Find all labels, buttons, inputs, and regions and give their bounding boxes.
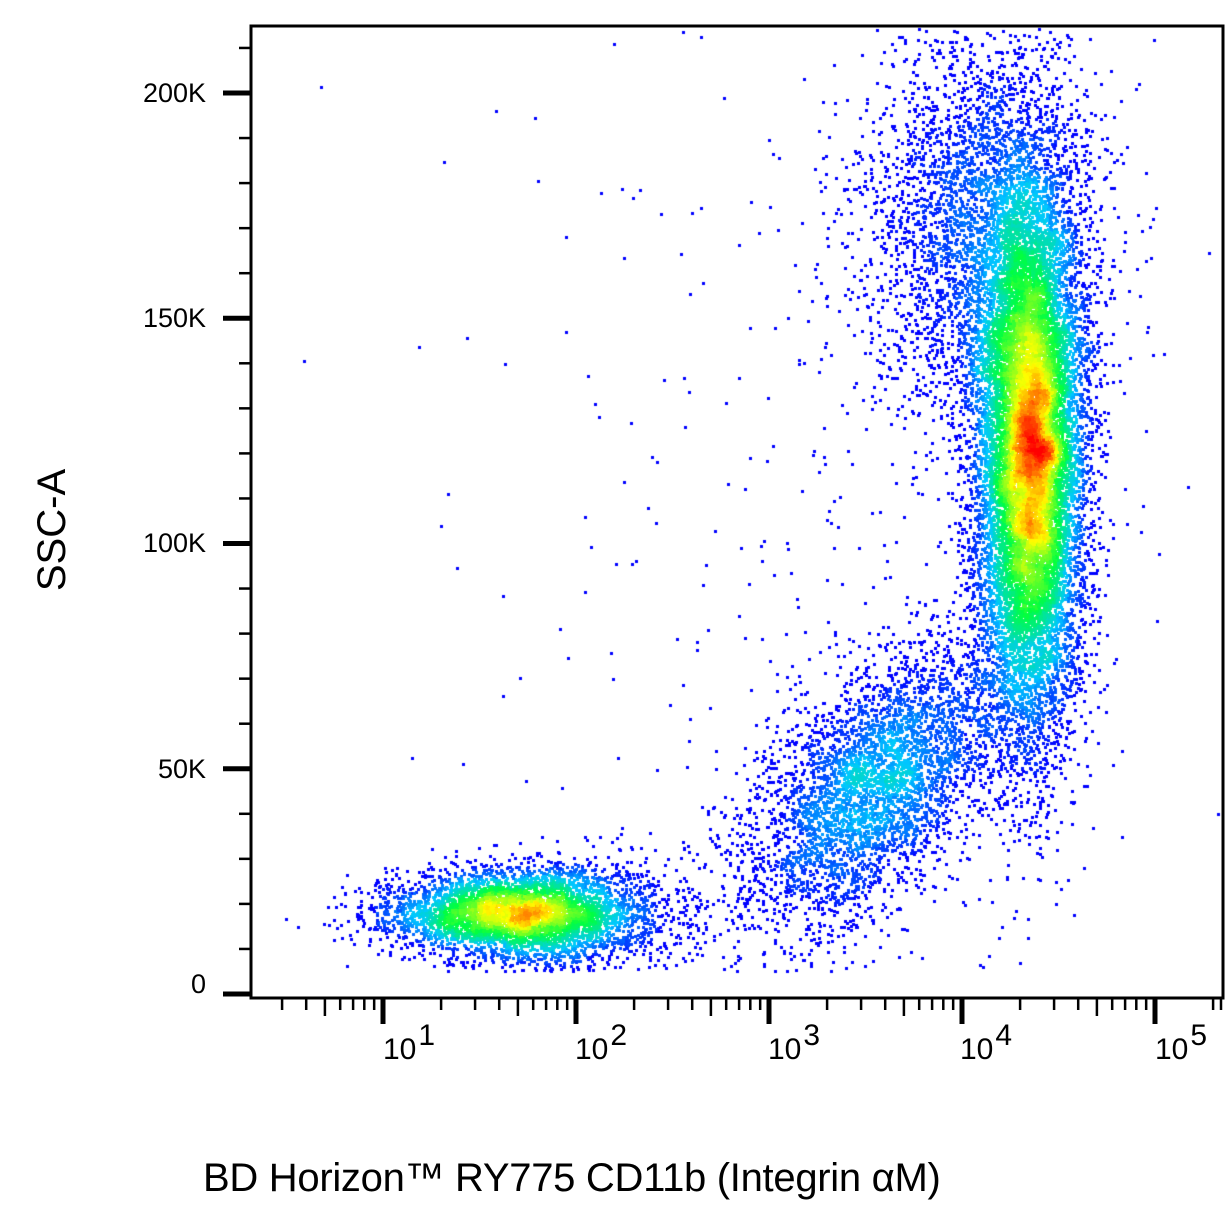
x-tick-label-10e4: 104 xyxy=(960,1019,1013,1066)
x-tick-label-10e5: 105 xyxy=(1155,1019,1208,1066)
y-tick-label-50k: 50K xyxy=(157,754,206,784)
y-axis-label: SSC-A xyxy=(30,468,74,592)
y-tick-label-150k: 150K xyxy=(142,303,206,333)
x-tick-label-10e1: 101 xyxy=(383,1019,436,1066)
y-tick-label-0: 0 xyxy=(190,969,206,999)
plot-frame xyxy=(249,24,1225,1000)
x-axis-label: BD Horizon™ RY775 CD11b (Integrin αM) xyxy=(203,1156,941,1200)
x-tick-label-10e3: 103 xyxy=(768,1019,821,1066)
y-tick-label-100k: 100K xyxy=(142,528,206,558)
y-tick-label-200k: 200K xyxy=(142,78,206,108)
x-tick-label-10e2: 102 xyxy=(575,1019,628,1066)
